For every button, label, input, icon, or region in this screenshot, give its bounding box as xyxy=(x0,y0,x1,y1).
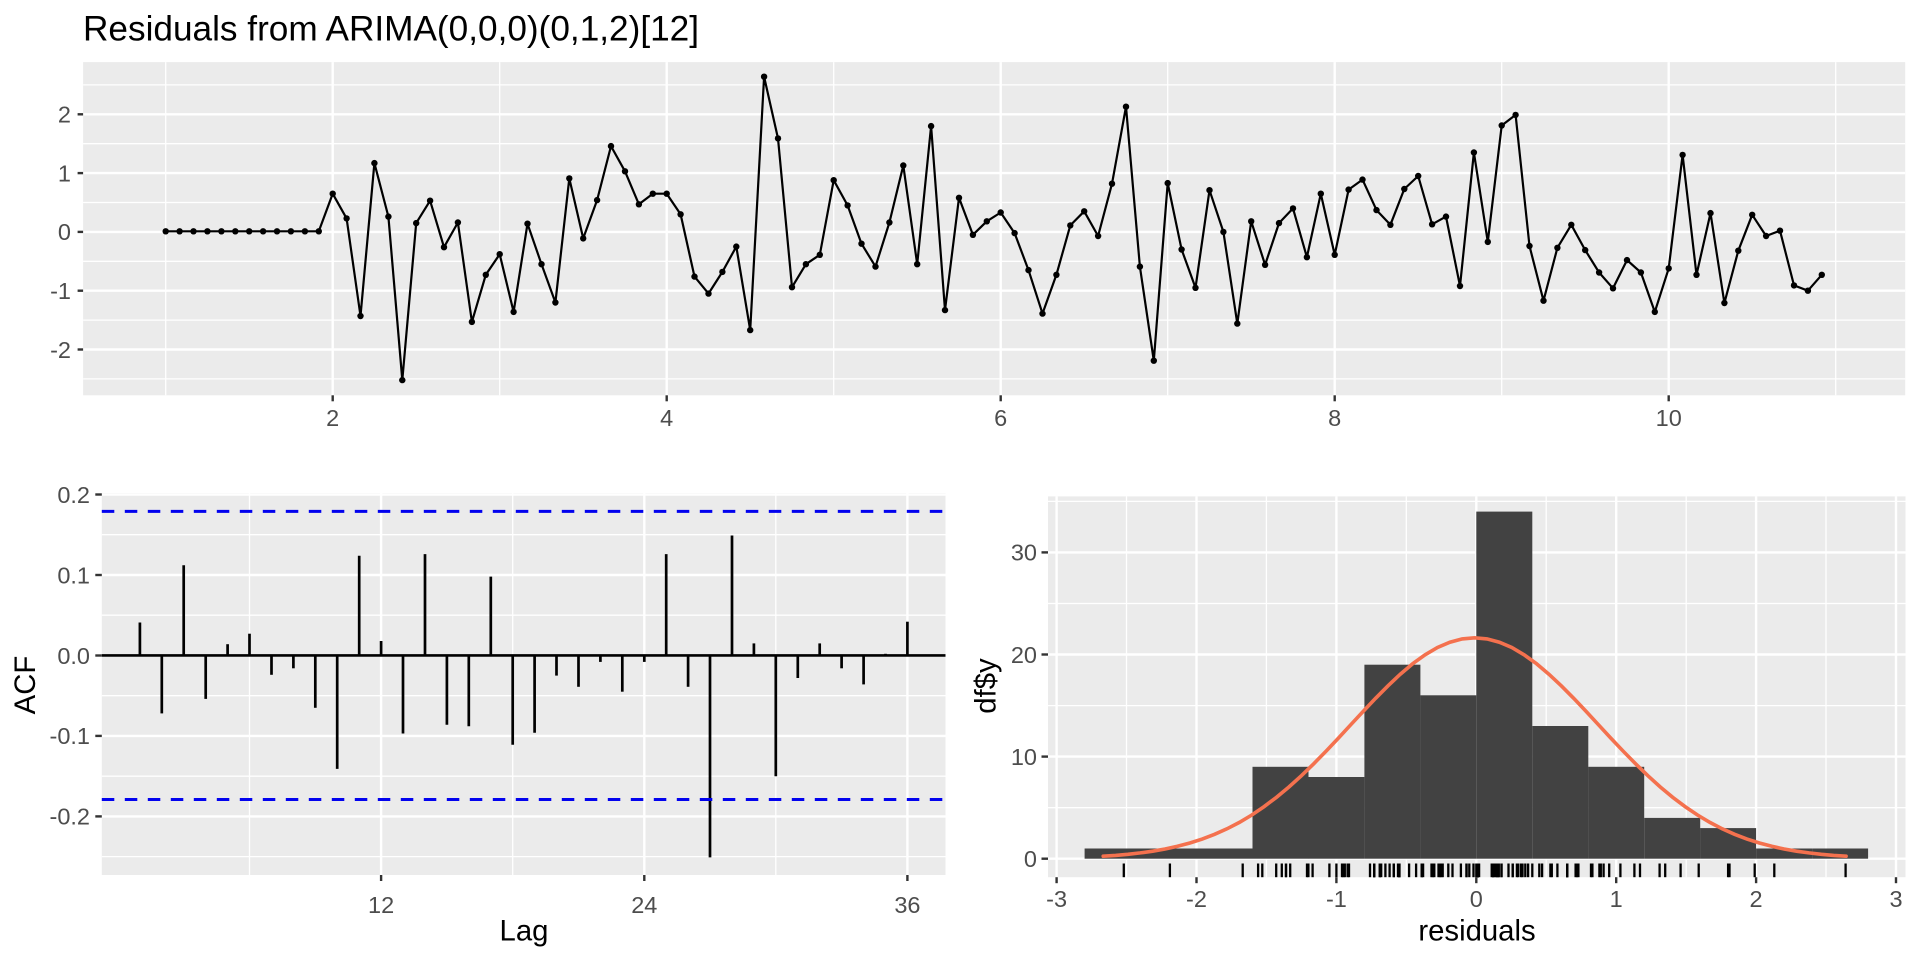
svg-text:-2: -2 xyxy=(1186,886,1207,912)
svg-text:1: 1 xyxy=(58,160,71,186)
svg-text:0.1: 0.1 xyxy=(57,562,90,588)
svg-text:8: 8 xyxy=(1328,405,1341,431)
svg-text:3: 3 xyxy=(1889,886,1902,912)
svg-text:Lag: Lag xyxy=(500,915,549,948)
svg-text:0: 0 xyxy=(1470,886,1483,912)
svg-text:0: 0 xyxy=(1024,846,1037,872)
svg-text:1: 1 xyxy=(1610,886,1623,912)
svg-text:-1: -1 xyxy=(1326,886,1347,912)
svg-text:6: 6 xyxy=(994,405,1007,431)
svg-text:10: 10 xyxy=(1656,405,1682,431)
svg-text:0.2: 0.2 xyxy=(57,482,90,508)
svg-text:30: 30 xyxy=(1011,540,1037,566)
svg-text:residuals: residuals xyxy=(1418,915,1535,948)
svg-text:12: 12 xyxy=(368,892,394,918)
svg-text:4: 4 xyxy=(660,405,673,431)
svg-text:-0.2: -0.2 xyxy=(50,804,91,830)
svg-text:df$y: df$y xyxy=(969,658,1002,714)
svg-text:10: 10 xyxy=(1011,744,1037,770)
svg-text:-3: -3 xyxy=(1046,886,1067,912)
svg-text:2: 2 xyxy=(326,405,339,431)
svg-text:-2: -2 xyxy=(50,337,71,363)
svg-text:2: 2 xyxy=(58,102,71,128)
svg-text:0: 0 xyxy=(58,219,71,245)
svg-text:ACF: ACF xyxy=(9,656,42,715)
svg-text:36: 36 xyxy=(894,892,920,918)
svg-text:2: 2 xyxy=(1750,886,1763,912)
svg-text:20: 20 xyxy=(1011,642,1037,668)
svg-text:0.0: 0.0 xyxy=(57,643,90,669)
svg-text:-1: -1 xyxy=(50,278,71,304)
svg-text:24: 24 xyxy=(631,892,657,918)
svg-text:-0.1: -0.1 xyxy=(50,723,91,749)
svg-text:Residuals from ARIMA(0,0,0)(0,: Residuals from ARIMA(0,0,0)(0,1,2)[12] xyxy=(83,10,699,49)
